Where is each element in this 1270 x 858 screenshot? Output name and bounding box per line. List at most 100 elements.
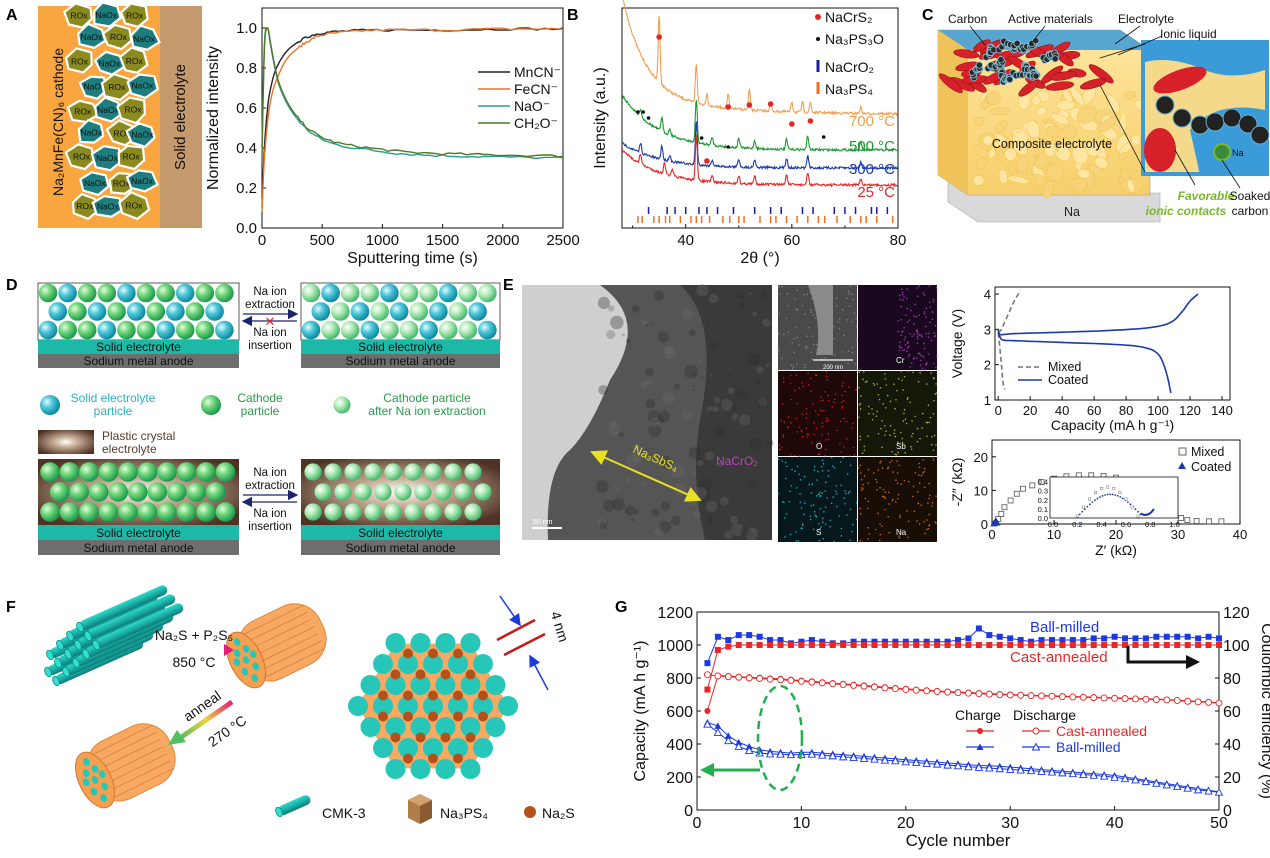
eds-pixel xyxy=(900,530,902,533)
eds-pixel xyxy=(888,491,890,494)
eds-pixel xyxy=(812,402,814,405)
eds-pixel xyxy=(840,451,843,453)
point-Ball-milled discharge xyxy=(911,758,921,766)
particle xyxy=(360,320,380,340)
point-Cast-annealed CE xyxy=(735,642,742,648)
insertion-label: Na ion insertion xyxy=(248,508,291,533)
eds-pixel xyxy=(811,358,813,360)
cathode-particle xyxy=(137,462,158,482)
tem-texture xyxy=(739,414,751,426)
eds-pixel xyxy=(903,296,905,298)
point-Ball-milled CE xyxy=(881,638,888,645)
temperature-label: 500 °C xyxy=(849,138,895,155)
particle xyxy=(380,283,399,303)
legend-extracted-label: Cathode particle after Na ion extraction xyxy=(368,391,485,418)
point-Cast-annealed CE xyxy=(725,643,732,650)
y-axis-label: Normalized intensity xyxy=(205,46,222,190)
bundle-rod-end xyxy=(91,764,99,773)
eds-pixel xyxy=(827,419,830,422)
eds-pixel xyxy=(820,396,822,398)
cmk3-cross-section xyxy=(398,654,418,674)
point-Cast-annealed CE xyxy=(1038,642,1045,648)
cathode-particle xyxy=(186,482,207,502)
point-Cast-annealed discharge xyxy=(1111,694,1119,702)
composite-electrolyte-label: Composite electrolyte xyxy=(992,137,1112,151)
legend-cast-label: Cast-annealed xyxy=(1056,723,1147,739)
legend-swatch xyxy=(1031,742,1041,751)
eds-pixel xyxy=(787,331,790,334)
bundle-rod-end xyxy=(242,644,250,653)
legend-cmk3-label: CMK-3 xyxy=(322,805,366,821)
legend-label: Coated xyxy=(1048,373,1088,387)
eds-pixel xyxy=(903,408,906,411)
eds-pixel xyxy=(875,415,878,418)
x-tick-label: 1500 xyxy=(426,232,459,249)
eds-pixel xyxy=(855,317,858,320)
point-Ball-milled discharge xyxy=(818,750,827,759)
eds-pixel xyxy=(877,469,880,471)
bundle-rod-end xyxy=(82,758,90,766)
eds-pixel xyxy=(803,513,805,516)
eds-pixel xyxy=(820,526,823,528)
tem-texture xyxy=(624,505,636,516)
interphase-tile xyxy=(117,144,146,171)
eis-point-mixed xyxy=(998,510,1005,517)
tem-texture xyxy=(693,389,696,392)
zoom-carbon xyxy=(1172,108,1192,128)
point-Ball-milled CE xyxy=(892,638,899,645)
eds-pixel xyxy=(835,505,838,508)
ball-milled-annotation: Ball-milled xyxy=(1030,619,1099,636)
eds-pixel xyxy=(786,304,789,307)
xrd-pattern-300 °C xyxy=(621,121,899,171)
electrolyte-grain xyxy=(1077,168,1090,179)
eds-pixel xyxy=(822,538,825,540)
point-Ball-milled discharge xyxy=(995,764,1005,773)
particle xyxy=(215,283,234,303)
eds-pixel xyxy=(781,446,783,449)
panel-c: C Composite electrolyte Na Na Carbon Act… xyxy=(922,7,1270,223)
eds-pixel xyxy=(836,305,838,307)
eds-pixel xyxy=(812,504,815,506)
eds-pixel xyxy=(798,344,800,346)
point-Ball-milled discharge xyxy=(1183,783,1192,792)
point-Cast-annealed discharge xyxy=(1173,697,1181,705)
point-Ball-milled CE xyxy=(798,638,805,645)
eds-pixel xyxy=(927,502,929,504)
eds-pixel xyxy=(879,487,881,489)
solid-electrolyte-layer xyxy=(38,525,239,540)
rod-end xyxy=(52,675,60,687)
eds-pixel xyxy=(936,289,938,291)
eds-pixel xyxy=(906,350,908,352)
eds-pixel xyxy=(777,347,780,349)
cmk3-cross-section xyxy=(360,717,381,737)
eds-pixel xyxy=(904,336,907,339)
eds-pixel xyxy=(818,493,820,495)
eds-pixel xyxy=(896,389,898,392)
electrolyte-grain xyxy=(1044,143,1057,157)
x-tick-label: 40 xyxy=(677,232,694,249)
cathode-particle xyxy=(196,502,216,522)
eds-pixel xyxy=(867,412,870,415)
eds-pixel xyxy=(923,521,925,523)
particle xyxy=(409,302,429,321)
na2s-particle xyxy=(453,711,463,722)
particle xyxy=(38,320,58,340)
inset-point xyxy=(1119,496,1122,498)
tem-texture xyxy=(717,462,723,467)
eds-pixel xyxy=(917,352,920,355)
inset-point-mixed xyxy=(1088,497,1091,501)
voltage-frame xyxy=(994,286,1231,401)
tem-texture xyxy=(711,405,719,413)
eds-pixel xyxy=(809,518,812,521)
eds-pixel xyxy=(785,513,788,515)
particle xyxy=(350,302,370,321)
eds-pixel xyxy=(820,465,823,468)
na2s-particle xyxy=(478,690,488,701)
point-Ball-milled discharge xyxy=(849,753,858,761)
y-axis-label: Intensity (a.u.) xyxy=(592,67,609,168)
eds-pixel xyxy=(864,497,867,500)
eds-pixel xyxy=(897,451,899,454)
eds-pixel xyxy=(866,380,868,382)
x-tick-label: 20 xyxy=(1023,403,1037,418)
